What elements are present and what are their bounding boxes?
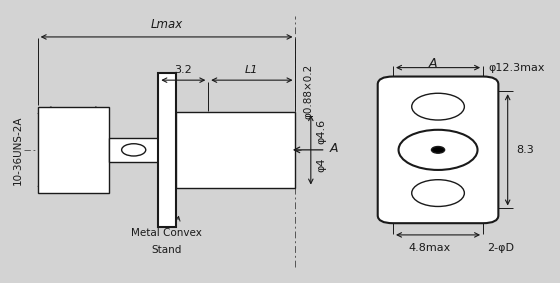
Text: 3.2: 3.2 <box>175 65 192 75</box>
Text: φ4.6: φ4.6 <box>316 119 326 144</box>
Circle shape <box>399 130 478 170</box>
Text: 2-φD: 2-φD <box>487 243 515 253</box>
Bar <box>38 107 109 193</box>
Text: A: A <box>329 142 338 155</box>
Text: φ4: φ4 <box>316 158 326 172</box>
Circle shape <box>122 144 146 156</box>
Bar <box>158 73 176 227</box>
FancyBboxPatch shape <box>378 76 498 223</box>
Bar <box>176 112 296 188</box>
Text: Metal Convex: Metal Convex <box>131 228 202 238</box>
Text: L1: L1 <box>245 65 259 75</box>
Circle shape <box>412 180 464 207</box>
Text: 4.8max: 4.8max <box>409 243 451 253</box>
Text: φ0.88×0.2: φ0.88×0.2 <box>304 64 314 119</box>
Bar <box>109 138 158 162</box>
Text: 10-36UNS-2A: 10-36UNS-2A <box>12 115 22 185</box>
Text: Lmax: Lmax <box>151 18 183 31</box>
Circle shape <box>412 93 464 120</box>
Text: φ12.3max: φ12.3max <box>488 63 545 73</box>
Text: A: A <box>428 57 437 70</box>
Text: Stand: Stand <box>151 245 182 255</box>
Circle shape <box>431 147 445 153</box>
Text: 8.3: 8.3 <box>516 145 534 155</box>
